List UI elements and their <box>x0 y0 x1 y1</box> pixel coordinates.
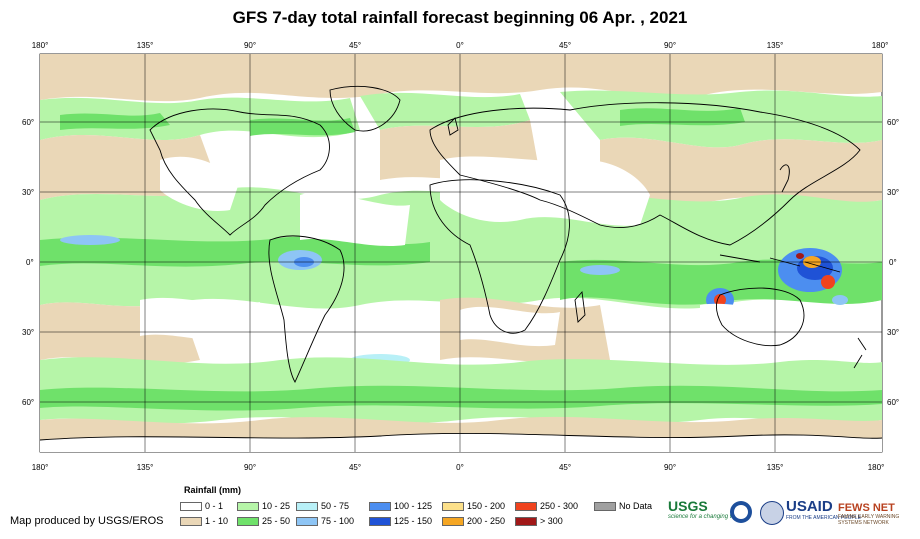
legend-item: > 300 <box>515 516 563 526</box>
legend-swatch <box>369 516 391 526</box>
legend-swatch <box>594 501 616 511</box>
legend-label: No Data <box>619 501 653 511</box>
lat-label: 30° <box>887 188 899 197</box>
lat-label: 60° <box>22 118 34 127</box>
lon-label: 90° <box>244 41 256 50</box>
longitude-labels-bottom: 180° 135° 90° 45° 0° 45° 90° 135° 180° <box>32 463 885 472</box>
noaa-logo-icon <box>730 501 752 523</box>
graticule <box>40 54 882 452</box>
legend-swatch <box>515 516 537 526</box>
coastlines <box>39 85 883 441</box>
latitude-labels-left: 60° 30° 0° 30° 60° <box>22 118 34 407</box>
lat-label: 60° <box>887 398 899 407</box>
fews-logo-text: FEWS NET <box>838 502 895 514</box>
legend-label: > 300 <box>540 516 563 526</box>
usaid-tagline: FROM THE AMERICAN PEOPLE <box>786 515 861 521</box>
lon-label: 180° <box>32 41 49 50</box>
usaid-logo-text: USAID <box>786 498 833 515</box>
legend-swatch <box>296 501 318 511</box>
lon-label: 180° <box>32 463 49 472</box>
legend-item: 150 - 200 <box>442 501 505 511</box>
legend-label: 100 - 125 <box>394 501 433 511</box>
legend-item: 10 - 25 <box>237 501 290 511</box>
fews-tagline: FAMINE EARLY WARNING SYSTEMS NETWORK <box>838 514 900 526</box>
legend-label: 150 - 200 <box>467 501 506 511</box>
lat-label: 0° <box>26 258 34 267</box>
precipitation-layer <box>40 54 882 452</box>
lat-label: 60° <box>22 398 34 407</box>
legend-swatch <box>369 501 391 511</box>
lat-label: 0° <box>889 258 897 267</box>
usgs-tagline: science for a changing world <box>668 514 745 520</box>
map-title: GFS 7-day total rainfall forecast beginn… <box>232 8 688 27</box>
fews-net-logo: FEWS NET FAMINE EARLY WARNING SYSTEMS NE… <box>838 502 920 526</box>
legend-swatch <box>515 501 537 511</box>
legend-item: 100 - 125 <box>369 501 432 511</box>
lon-label: 135° <box>767 41 784 50</box>
credit-text: Map produced by USGS/EROS <box>10 515 164 527</box>
lon-label: 135° <box>137 463 154 472</box>
lon-label: 90° <box>244 463 256 472</box>
legend-label: 125 - 150 <box>394 516 433 526</box>
lat-label: 30° <box>22 188 34 197</box>
legend-swatch <box>180 501 202 511</box>
legend-label: 75 - 100 <box>321 516 355 526</box>
legend-item: 125 - 150 <box>369 516 432 526</box>
legend-label: 50 - 75 <box>321 501 350 511</box>
legend-swatch <box>237 516 259 526</box>
lon-label: 135° <box>137 41 154 50</box>
lon-label: 45° <box>559 41 571 50</box>
legend-item: No Data <box>594 501 652 511</box>
legend-item: 250 - 300 <box>515 501 578 511</box>
usaid-logo: USAID FROM THE AMERICAN PEOPLE <box>786 498 861 521</box>
legend-item: 200 - 250 <box>442 516 505 526</box>
legend-title: Rainfall (mm) <box>184 485 242 495</box>
lat-label: 60° <box>887 118 899 127</box>
legend-label: 10 - 25 <box>262 501 291 511</box>
legend-swatch <box>296 516 318 526</box>
lon-label: 135° <box>767 463 784 472</box>
legend-swatch <box>442 501 464 511</box>
legend-item: 0 - 1 <box>180 501 223 511</box>
legend-label: 25 - 50 <box>262 516 291 526</box>
legend-label: 200 - 250 <box>467 516 506 526</box>
lon-label: 45° <box>559 463 571 472</box>
usgs-logo: USGS science for a changing world <box>668 498 744 520</box>
lat-label: 30° <box>22 328 34 337</box>
lon-label: 180° <box>868 463 885 472</box>
longitude-labels-top: 180° 135° 90° 45° 0° 45° 90° 135° 180° <box>32 41 889 50</box>
lon-label: 90° <box>664 41 676 50</box>
legend-label: 0 - 1 <box>205 501 224 511</box>
usgs-logo-text: USGS <box>668 498 708 514</box>
lat-label: 30° <box>887 328 899 337</box>
lon-label: 45° <box>349 41 361 50</box>
lon-label: 45° <box>349 463 361 472</box>
dos-seal-icon <box>760 501 784 525</box>
latitude-labels-right: 60° 30° 0° 30° 60° <box>887 118 899 407</box>
legend-label: 1 - 10 <box>205 516 229 526</box>
lon-label: 180° <box>872 41 889 50</box>
lon-label: 90° <box>664 463 676 472</box>
legend-swatch <box>237 501 259 511</box>
lon-label: 0° <box>456 41 464 50</box>
legend-item: 75 - 100 <box>296 516 354 526</box>
legend-item: 25 - 50 <box>237 516 290 526</box>
legend-swatch <box>180 516 202 526</box>
legend-swatch <box>442 516 464 526</box>
legend-item: 1 - 10 <box>180 516 228 526</box>
legend-item: 50 - 75 <box>296 501 349 511</box>
lon-label: 0° <box>456 463 464 472</box>
legend-label: 250 - 300 <box>540 501 579 511</box>
